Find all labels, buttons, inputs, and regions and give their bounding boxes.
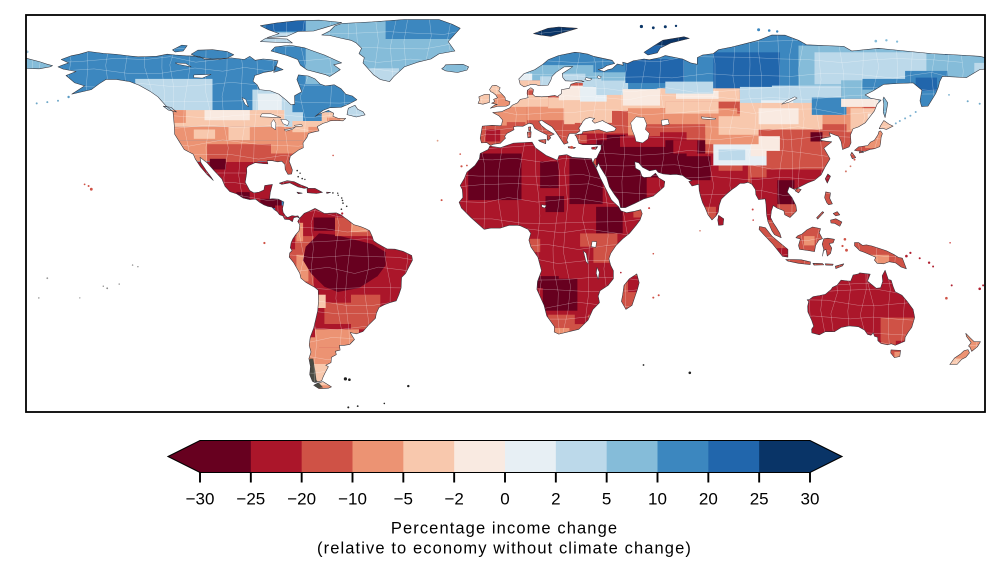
svg-text:30: 30 <box>801 490 820 509</box>
svg-text:5: 5 <box>602 490 611 509</box>
svg-text:10: 10 <box>648 490 667 509</box>
svg-text:Percentage income change: Percentage income change <box>391 520 618 538</box>
svg-text:(relative to economy without c: (relative to economy without climate cha… <box>317 540 692 558</box>
svg-text:25: 25 <box>750 490 769 509</box>
svg-text:−10: −10 <box>338 490 367 509</box>
svg-text:0: 0 <box>500 490 509 509</box>
svg-text:2: 2 <box>551 490 560 509</box>
svg-text:−5: −5 <box>394 490 413 509</box>
svg-text:−20: −20 <box>287 490 316 509</box>
svg-text:−25: −25 <box>236 490 265 509</box>
svg-text:−2: −2 <box>444 490 463 509</box>
svg-text:−30: −30 <box>186 490 215 509</box>
svg-text:20: 20 <box>699 490 718 509</box>
